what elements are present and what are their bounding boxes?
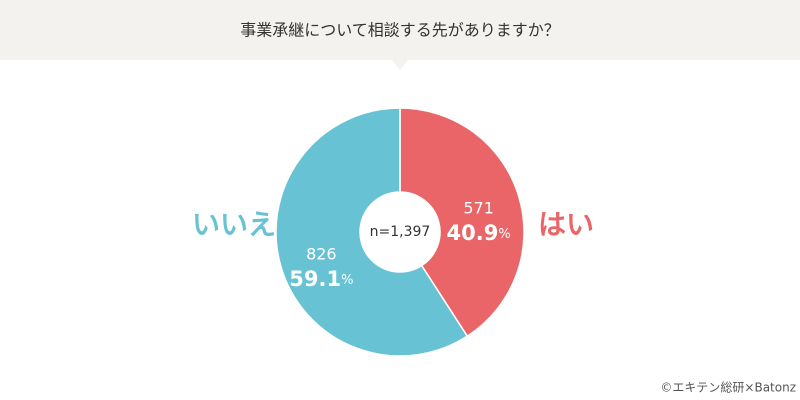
donut-segment: [275, 107, 469, 357]
percent-unit: %: [341, 273, 353, 288]
percent-unit: %: [498, 226, 510, 241]
source: ©エキテン総研×Batonz: [660, 381, 796, 395]
banner-pointer: [392, 60, 408, 70]
percent-value: 59.1: [289, 267, 341, 291]
title-banner: [0, 0, 800, 60]
center-label: n=1,397: [370, 224, 431, 240]
category-label: いいえ: [192, 208, 276, 241]
chart-title: 事業承継について相談する先がありますか？: [240, 21, 560, 40]
percent-label: 40.9%: [447, 221, 511, 245]
count-label: 826: [306, 245, 337, 264]
percent-value: 40.9: [447, 221, 499, 245]
count-label: 571: [463, 198, 494, 217]
category-label: はい: [538, 208, 594, 241]
percent-label: 59.1%: [289, 267, 353, 291]
